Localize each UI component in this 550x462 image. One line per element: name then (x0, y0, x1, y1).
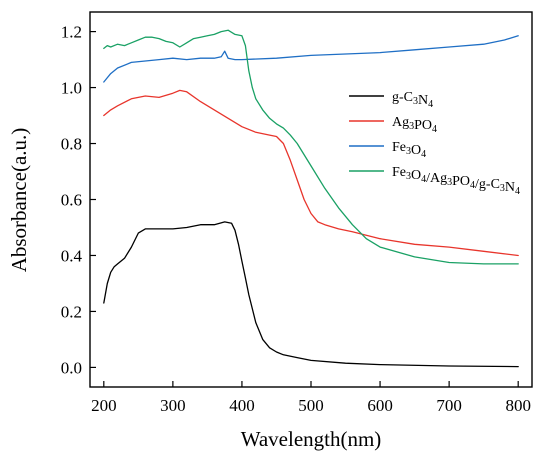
series-line-0 (103, 221, 519, 368)
y-tick-label: 1.2 (61, 23, 82, 42)
series-line-3 (103, 29, 519, 265)
y-tick-label: 0.4 (61, 246, 83, 265)
x-tick-label: 400 (229, 396, 255, 415)
ticks: 200 300 400 500 600 700 800 0.0 0.2 0.4 0.6 0.8 1.0 1… (61, 23, 531, 415)
series-layer (103, 29, 519, 368)
x-tick-label: 200 (91, 396, 117, 415)
x-tick-label: 600 (367, 396, 393, 415)
y-tick-label: 0.6 (61, 191, 82, 210)
plot-frame (89, 11, 533, 388)
series-line-1 (103, 89, 519, 257)
x-tick-label: 800 (505, 396, 531, 415)
legend-label: Fe3O4 (392, 140, 426, 160)
legend-label: Ag3PO4 (392, 115, 437, 135)
y-tick-label: 1.0 (61, 79, 82, 98)
x-tick-label: 700 (436, 396, 462, 415)
y-tick-label: 0.2 (61, 302, 82, 321)
x-tick-label: 500 (298, 396, 324, 415)
x-axis-title: Wavelength(nm) (241, 427, 382, 451)
legend-label: Fe3O4/Ag3PO4/g-C3N4 (392, 165, 520, 197)
y-tick-label: 0.8 (61, 135, 82, 154)
legend-label: g-C3N4 (392, 90, 433, 110)
legend: g-C3N4 Ag3PO4 Fe3O4 Fe3O4/Ag3PO4/g-C3N4 (349, 90, 520, 197)
x-tick-label: 300 (160, 396, 186, 415)
series-line-2 (103, 35, 519, 83)
y-tick-label: 0.0 (61, 358, 82, 377)
y-axis-title: Absorbance(a.u.) (7, 128, 31, 273)
axes (89, 11, 533, 388)
